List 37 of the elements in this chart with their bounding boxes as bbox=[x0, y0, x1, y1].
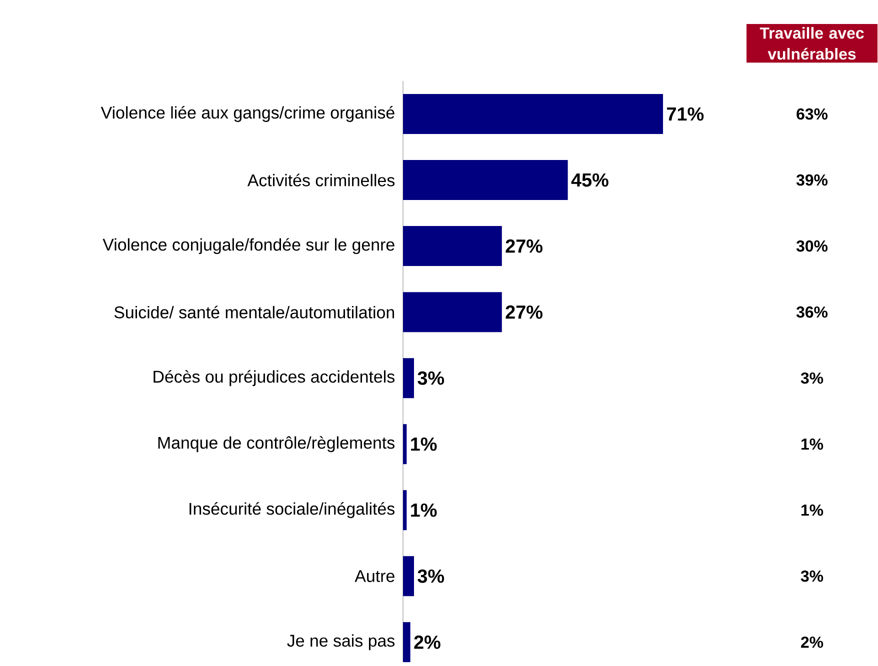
bar bbox=[403, 622, 410, 662]
bar bbox=[403, 424, 407, 464]
data-label: 1% bbox=[411, 437, 437, 451]
text: 3% bbox=[800, 372, 824, 384]
bar bbox=[403, 94, 664, 134]
text: 3% bbox=[800, 570, 824, 582]
bar bbox=[403, 160, 568, 200]
bar bbox=[403, 556, 414, 596]
y-tick-label: Je ne sais pas bbox=[287, 634, 395, 650]
text: 1% bbox=[801, 504, 824, 516]
bar bbox=[403, 358, 414, 398]
y-tick-label: Décès ou préjudices accidentels bbox=[154, 370, 394, 386]
y-tick-label: Autre bbox=[354, 570, 394, 582]
bar bbox=[403, 490, 407, 530]
text: 39% bbox=[796, 174, 828, 186]
data-label: 27% bbox=[506, 239, 542, 253]
data-label: 71% bbox=[667, 107, 704, 121]
data-label: 3% bbox=[418, 371, 444, 385]
data-label: 1% bbox=[411, 503, 437, 517]
text: 2% bbox=[801, 636, 824, 648]
y-tick-label: Activités criminelles bbox=[247, 174, 395, 186]
y-tick-label: Insécurité sociale/inégalités bbox=[190, 502, 394, 518]
y-tick-label: Violence liée aux gangs/crime organisé bbox=[100, 106, 394, 122]
data-label: 45% bbox=[571, 173, 608, 187]
y-tick-label: Manque de contrôle/règlements bbox=[158, 436, 394, 452]
bar bbox=[403, 292, 502, 332]
data-label: 3% bbox=[418, 569, 444, 583]
text: Travaille avec vulnérables bbox=[760, 27, 864, 60]
text: 63% bbox=[796, 108, 828, 120]
text: 1% bbox=[801, 438, 824, 450]
text: 36% bbox=[796, 306, 828, 318]
y-tick-label: Suicide/ santé mentale/automutilation bbox=[114, 306, 394, 318]
y-tick-label: Violence conjugale/fondée sur le genre bbox=[102, 238, 394, 254]
bar bbox=[403, 226, 502, 266]
data-label: 2% bbox=[414, 636, 440, 649]
text: 30% bbox=[796, 240, 828, 252]
data-label: 27% bbox=[506, 305, 542, 319]
